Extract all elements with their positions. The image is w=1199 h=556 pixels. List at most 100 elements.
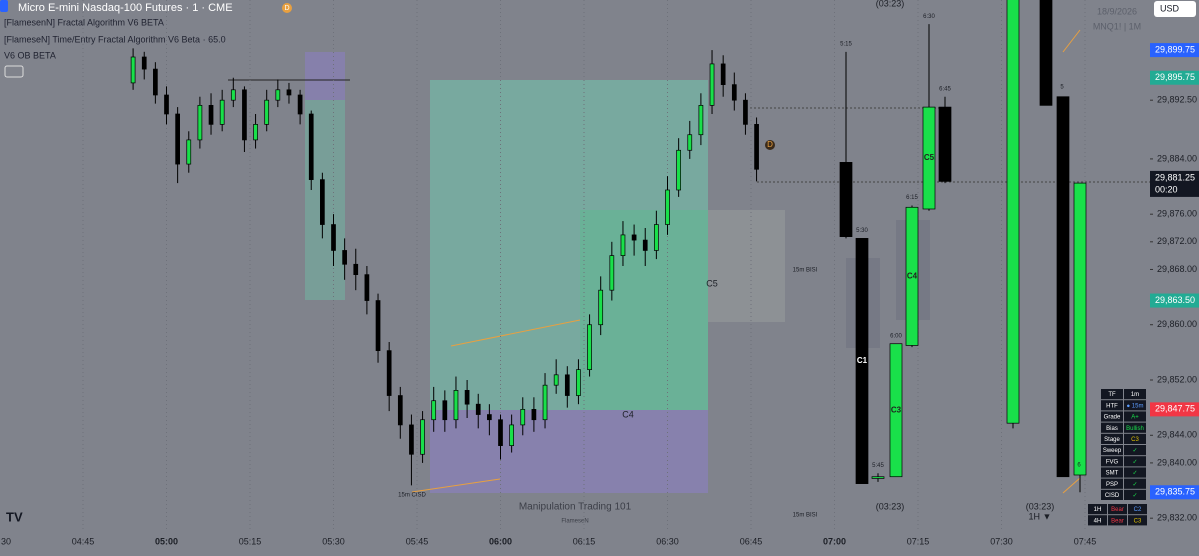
y-tick-label: 29,884.00 [1157,153,1197,163]
price-marker [1150,402,1199,417]
candle-body [164,94,169,115]
candle-body [253,124,258,141]
table-text: CISD [1105,493,1120,499]
table-cell [1088,504,1107,515]
table-cell [1101,445,1123,456]
tf-label: 1H ▼ [1029,511,1052,521]
table-cell [1124,445,1146,456]
candle-body [542,384,548,421]
table-text: Bullish [1126,426,1144,432]
x-tick-label: 07:30 [990,536,1013,546]
table-text: 1m [1131,392,1139,398]
table-cell [1124,478,1146,489]
status-table: TF 1m HTF ● 15m Grade A+ Bias Bullish Stage C3 Swe… [1088,389,1147,526]
candle-body [531,409,537,421]
collapse-button[interactable] [4,65,24,78]
table-text: ✓ [1132,471,1137,477]
table-text: Bias [1106,426,1118,432]
x-tick-label: 05:15 [239,536,262,546]
y-tick-label: 29,840.00 [1157,457,1197,467]
y-tick-label: 29,852.00 [1157,374,1197,384]
price-marker [1150,170,1199,197]
x-tick-label: 06:15 [573,536,596,546]
x-tick-label: 05:30 [322,536,345,546]
price-marker [1150,43,1199,58]
table-text: A+ [1131,415,1139,421]
candle-body [230,89,236,101]
table-cell [1101,456,1123,467]
table-text: C2 [1134,507,1142,513]
candle-body [364,274,370,301]
price-marker-label: 29,847.75 [1155,404,1195,414]
table-text: ✓ [1132,448,1137,454]
candle-body [698,105,704,136]
candle-body [130,56,136,84]
candle-body [631,234,637,241]
candle-body [598,289,604,326]
price-marker [1150,70,1199,85]
range-box [430,80,708,410]
candle-body [409,424,414,455]
footer-author: FlameseN [561,519,588,525]
table-cell [1124,433,1146,444]
table-cell [1124,456,1146,467]
y-tick-label: 29,876.00 [1157,209,1197,219]
table-cell [1108,504,1127,515]
table-text: ✓ [1132,459,1137,465]
currency-button[interactable] [1154,1,1196,17]
candle-body [442,400,448,421]
table-text: SMT [1106,471,1119,477]
x-tick-label: 06:45 [740,536,763,546]
candle-body [676,149,681,191]
table-text: Stage [1104,437,1120,443]
candle-body [197,105,203,141]
x-tick-label: 07:45 [1074,536,1097,546]
table-text: Bear [1111,518,1124,524]
table-text: C3 [1131,437,1139,443]
x-tick-label: 04:45 [72,536,95,546]
candle-body [242,89,247,141]
candle-body [186,139,192,165]
badge-text: D [284,5,289,12]
tv-logo: TV [6,509,23,524]
candle-body [1006,0,1020,424]
table-text: Grade [1104,415,1121,421]
y-tick-label: 29,892.50 [1157,95,1197,105]
htf-tag: C1 [857,356,868,365]
htf-tag: C4 [907,271,918,280]
table-text: Sweep [1103,448,1122,454]
table-cell [1124,411,1146,422]
htf-time-label: 6:30 [923,14,935,20]
smt-line [1062,477,1081,494]
htf-time-label: 5:30 [856,228,868,234]
h1-label: 5 [1060,84,1064,90]
htf-tag: C3 [891,405,902,414]
candle-body [665,189,670,225]
indicator[interactable]: V6 OB BETA [4,50,56,60]
x-tick-label: 06:00 [489,536,512,546]
indicator[interactable]: [FlamesenN] Fractal Algorithm V6 BETA [4,17,164,27]
timer: (03:23) [876,0,905,8]
table-cell [1124,489,1146,500]
timer: (03:23) [876,501,905,511]
currency[interactable]: USD [1160,3,1180,13]
bisi-box [708,210,785,322]
y-tick-label: 29,860.00 [1157,319,1197,329]
candle-body [731,84,737,101]
table-cell [1124,400,1146,411]
candle-body [297,94,303,115]
table-cell [1101,467,1123,478]
candle-body [520,409,526,426]
x-tick-label: 30 [1,536,11,546]
candle-body [308,113,314,180]
price-marker-label: 29,881.25 [1155,172,1195,182]
symbol: MNQ1! | 1M [1093,21,1141,31]
candle-body [475,403,481,415]
candle-body [709,63,715,106]
htf-time-label: 5:15 [840,41,852,47]
candle-body [498,419,503,446]
indicator[interactable]: [FlameseN] Time/Entry Fractal Algorithm … [4,34,226,44]
x-tick-label: 06:30 [656,536,679,546]
candle-body [642,239,648,251]
candle-body [564,374,570,396]
